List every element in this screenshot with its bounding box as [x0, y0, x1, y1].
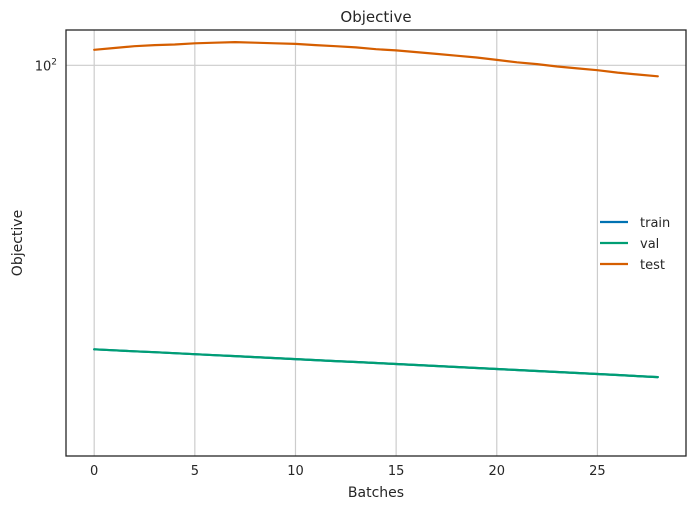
- x-tick-label: 10: [287, 464, 304, 479]
- legend-label-val: val: [640, 237, 659, 252]
- series-line-test: [93, 40, 659, 78]
- x-tick-label: 20: [489, 464, 506, 479]
- x-tick-label: 0: [90, 464, 98, 479]
- legend: train val test: [600, 216, 670, 273]
- x-tick-label: 5: [191, 464, 199, 479]
- y-tick-labels: 102: [35, 57, 57, 74]
- y-axis-label: Objective: [10, 210, 26, 276]
- y-tick-label: 102: [35, 57, 57, 74]
- x-tick-label: 25: [589, 464, 606, 479]
- legend-label-train: train: [640, 216, 670, 231]
- plot-frame: [65, 29, 687, 457]
- series-line-val: [93, 348, 659, 379]
- x-axis-label: Batches: [348, 485, 404, 501]
- grid-lines: [66, 30, 686, 456]
- series-lines: [93, 40, 659, 379]
- legend-label-test: test: [640, 258, 665, 273]
- x-tick-labels: 0 5 10 15 20 25: [90, 464, 606, 479]
- chart-title: Objective: [340, 8, 411, 26]
- x-tick-label: 15: [388, 464, 405, 479]
